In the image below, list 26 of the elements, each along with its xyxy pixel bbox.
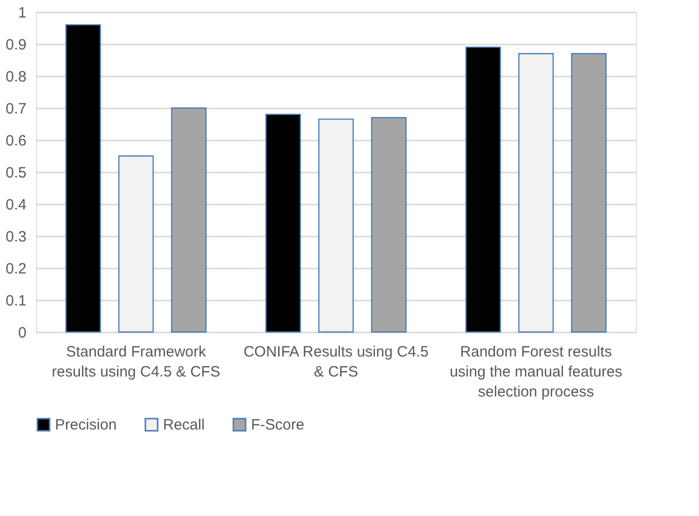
- y-tick-label: 0.4: [6, 196, 26, 214]
- legend-label: F-Score: [251, 416, 304, 434]
- bar: [371, 117, 407, 333]
- bar: [571, 53, 607, 333]
- y-tick-label: 0: [18, 324, 26, 342]
- y-tick-label: 0.7: [6, 100, 26, 118]
- y-tick-label: 0.8: [6, 68, 26, 86]
- y-tick-label: 0.6: [6, 132, 26, 150]
- y-tick-label: 0.9: [6, 36, 26, 54]
- bar: [318, 118, 354, 333]
- bar: [65, 24, 101, 333]
- legend-label: Precision: [55, 416, 117, 434]
- bar: [518, 53, 554, 333]
- x-tick-label: CONIFA Results using C4.5 & CFS: [243, 344, 429, 380]
- bar: [265, 114, 301, 333]
- y-tick-label: 0.5: [6, 164, 26, 182]
- y-tick-label: 0.1: [6, 292, 26, 310]
- bar: [465, 46, 501, 333]
- y-tick-label: 0.3: [6, 228, 26, 246]
- y-tick-label: 1: [18, 4, 26, 22]
- x-tick-label: Standard Framework results using C4.5 & CFS: [52, 344, 220, 380]
- x-tick-label: Random Forest results using the manual features selection process: [450, 344, 622, 400]
- legend-label: Recall: [163, 416, 205, 434]
- y-tick-label: 0.2: [6, 260, 26, 278]
- bar: [118, 155, 154, 333]
- bar: [171, 107, 207, 333]
